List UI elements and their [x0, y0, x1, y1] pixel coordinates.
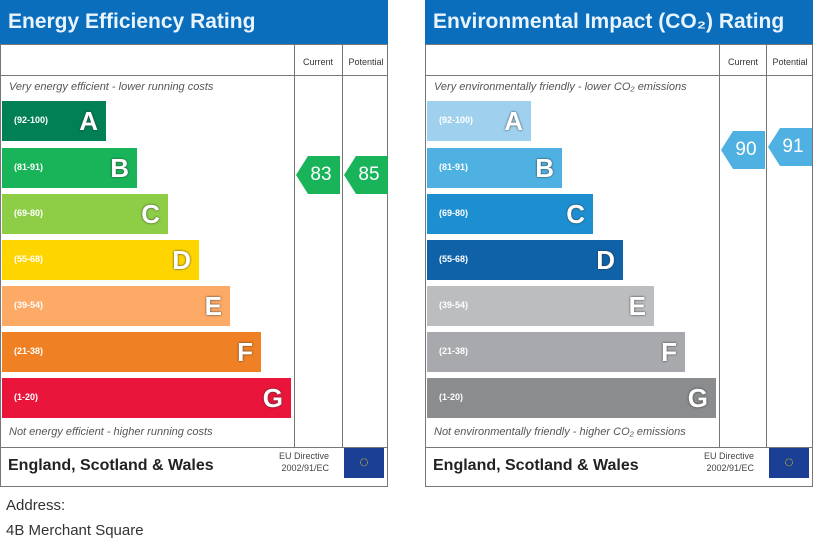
address-label: Address: [6, 497, 66, 514]
potential-column-header: Potential [348, 57, 384, 67]
rating-bar-a: (92-100) A [2, 101, 106, 141]
band-range: (21-38) [439, 346, 469, 356]
band-range: (81-91) [439, 162, 469, 172]
band-range: (1-20) [14, 392, 39, 402]
address-value: 4B Merchant Square [6, 522, 144, 539]
rating-bar-a: (92-100) A [427, 101, 531, 141]
band-range: (55-68) [439, 254, 469, 264]
band-range: (92-100) [14, 115, 49, 125]
rating-bar-d: (55-68) D [427, 240, 623, 280]
band-letter: A [79, 106, 98, 136]
band-letter: D [172, 245, 191, 275]
rating-bar-c: (69-80) C [2, 194, 168, 234]
eu-directive-line2: 2002/91/EC [706, 463, 754, 473]
potential-column-divider [766, 45, 767, 447]
eu-directive: EU Directive 2002/91/EC [696, 450, 754, 474]
band-letter: B [110, 153, 129, 183]
rating-bar-c: (69-80) C [427, 194, 593, 234]
bottom-note: Not environmentally friendly - higher CO… [434, 426, 686, 438]
band-range: (69-80) [14, 208, 44, 218]
eu-directive-line1: EU Directive [703, 451, 754, 461]
top-note: Very environmentally friendly - lower CO… [434, 81, 687, 93]
rating-bar-b: (81-91) B [427, 148, 562, 188]
rating-bar-f: (21-38) F [2, 332, 261, 372]
eu-directive-line1: EU Directive [278, 451, 329, 461]
bottom-note: Not energy efficient - higher running co… [9, 426, 213, 438]
footer-divider [1, 447, 387, 448]
band-letter: F [661, 337, 677, 367]
header-divider [426, 75, 812, 76]
current-rating-arrow: 83 [296, 156, 340, 194]
band-letter: A [504, 106, 523, 136]
rating-bar-g: (1-20) G [2, 378, 291, 418]
band-letter: G [687, 383, 708, 413]
rating-bar-e: (39-54) E [2, 286, 230, 326]
rating-bar-f: (21-38) F [427, 332, 685, 372]
country-label: England, Scotland & Wales [8, 457, 214, 474]
band-range: (1-20) [439, 392, 464, 402]
eu-directive: EU Directive 2002/91/EC [271, 450, 329, 474]
band-letter: D [596, 245, 615, 275]
rating-bar-b: (81-91) B [2, 148, 137, 188]
country-label: England, Scotland & Wales [433, 457, 639, 474]
current-column-header: Current [727, 57, 758, 67]
current-column-divider [294, 45, 295, 447]
top-note: Very energy efficient - lower running co… [9, 81, 214, 93]
current-column-header: Current [302, 57, 333, 67]
band-letter: E [628, 291, 646, 321]
eu-flag-icon: ◌ [769, 448, 809, 478]
rating-bar-g: (1-20) G [427, 378, 716, 418]
environmental-impact-panel: Environmental Impact (CO₂) Rating Current… [425, 0, 813, 487]
band-range: (21-38) [14, 346, 44, 356]
band-range: (81-91) [14, 162, 44, 172]
footer-divider [426, 447, 812, 448]
eu-flag-icon: ◌ [344, 448, 384, 478]
band-range: (92-100) [439, 115, 474, 125]
current-rating-arrow: 90 [721, 131, 765, 169]
potential-rating-arrow: 85 [344, 156, 388, 194]
band-letter: C [141, 199, 160, 229]
chart-title: Energy Efficiency Rating [0, 0, 388, 44]
rating-box: Current Potential Very environmentally fri… [425, 44, 813, 487]
band-letter: B [535, 153, 554, 183]
band-range: (39-54) [439, 300, 469, 310]
band-range: (55-68) [14, 254, 44, 264]
rating-box: Current Potential Very energy efficient - … [0, 44, 388, 487]
band-range: (39-54) [14, 300, 44, 310]
energy-efficiency-panel: Energy Efficiency Rating Current Potential… [0, 0, 388, 487]
band-letter: E [204, 291, 222, 321]
band-range: (69-80) [439, 208, 469, 218]
band-letter: F [237, 337, 253, 367]
rating-bar-e: (39-54) E [427, 286, 654, 326]
rating-bar-d: (55-68) D [2, 240, 199, 280]
band-letter: G [262, 383, 283, 413]
potential-column-divider [342, 45, 343, 447]
chart-title: Environmental Impact (CO₂) Rating [425, 0, 813, 44]
potential-rating-arrow: 91 [768, 128, 812, 166]
current-column-divider [719, 45, 720, 447]
potential-column-header: Potential [772, 57, 808, 67]
header-divider [1, 75, 387, 76]
eu-directive-line2: 2002/91/EC [281, 463, 329, 473]
band-letter: C [566, 199, 585, 229]
